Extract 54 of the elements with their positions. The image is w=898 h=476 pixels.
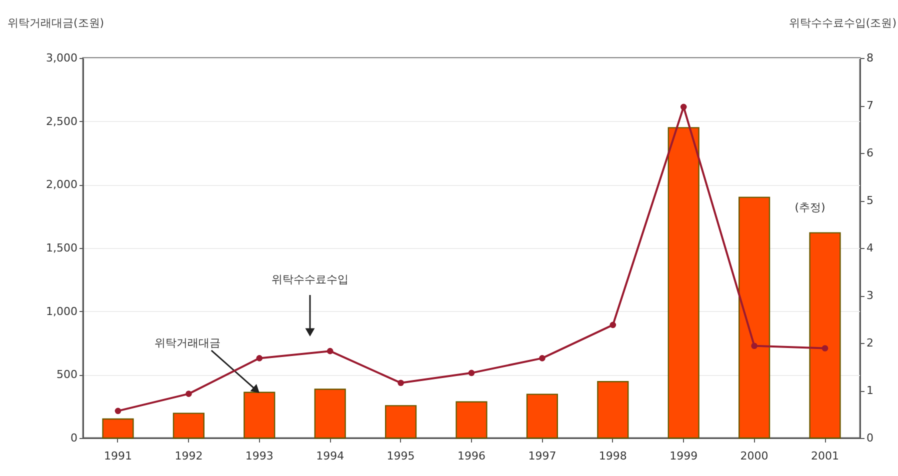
- y2-tick-label: 4: [866, 242, 874, 254]
- annotation: 위탁거래대금: [154, 336, 220, 350]
- annotation: (추정): [794, 201, 826, 214]
- x-tick-label: 1997: [528, 450, 556, 462]
- point: [326, 348, 334, 354]
- x-tick-label: 1998: [598, 450, 627, 462]
- y2-tick-label: 5: [866, 194, 874, 207]
- bar: [809, 232, 841, 439]
- bar: [456, 401, 488, 439]
- bar: [172, 412, 204, 439]
- y2-tick-label: 1: [866, 384, 874, 397]
- point: [398, 380, 404, 386]
- bar: [738, 196, 770, 439]
- point: [751, 342, 758, 350]
- bar: [385, 405, 417, 439]
- point: [610, 322, 616, 328]
- bar: [102, 418, 134, 439]
- y-tick-label: 2,000: [46, 178, 78, 192]
- x-tick-label: 1994: [316, 450, 344, 462]
- y2-axis-title: 위탁수수료수입(조원): [788, 16, 896, 30]
- y2-tick-label: 0: [866, 432, 874, 444]
- bar: [597, 381, 629, 439]
- y-tick-label: 500: [56, 368, 78, 382]
- point: [256, 355, 263, 362]
- point: [186, 390, 192, 397]
- bar: [314, 388, 346, 439]
- point: [680, 104, 687, 110]
- y2-tick-label: 7: [866, 99, 874, 112]
- y2-tick-label: 6: [866, 146, 874, 160]
- y-tick-label: 1,500: [46, 242, 78, 254]
- y-tick-label: 2,500: [46, 114, 78, 128]
- y-tick-label: 1,000: [46, 304, 78, 318]
- x-tick-label: 1993: [245, 450, 274, 462]
- point: [822, 345, 828, 352]
- point: [539, 355, 546, 362]
- x-tick-label: 1995: [386, 450, 415, 462]
- x-tick-label: 1996: [458, 450, 486, 462]
- y2-tick-label: 8: [866, 52, 874, 64]
- x-tick-label: 2001: [811, 450, 840, 462]
- y-axis-title: 위탁거래대금(조원): [8, 16, 104, 30]
- x-tick-label: 1991: [104, 450, 132, 462]
- x-tick-label: 1992: [174, 450, 203, 462]
- point: [114, 408, 122, 414]
- x-tick-label: 1999: [670, 450, 698, 462]
- y2-tick-label: 2: [866, 336, 874, 350]
- y-tick-label: 0: [70, 432, 78, 444]
- y-tick-label: 3,000: [46, 52, 78, 64]
- point: [468, 370, 475, 376]
- x-tick-label: 2000: [740, 450, 768, 462]
- annotation: 위탁수수료수입: [272, 273, 348, 286]
- bar: [244, 392, 276, 439]
- y2-tick-label: 3: [866, 289, 874, 302]
- bar: [668, 127, 700, 439]
- bar: [526, 394, 558, 439]
